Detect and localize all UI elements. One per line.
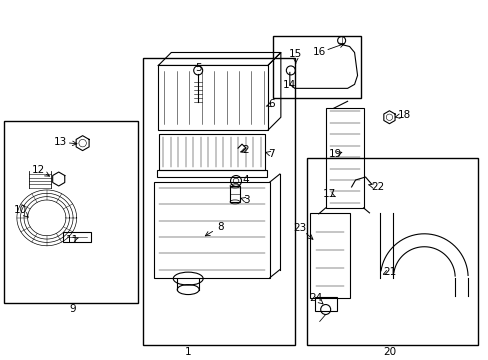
Text: 9: 9 (69, 305, 76, 315)
Text: 21: 21 (382, 267, 395, 276)
Text: 20: 20 (382, 347, 395, 357)
Text: 6: 6 (268, 99, 275, 109)
Bar (159, 134, 264, 170)
Text: 3: 3 (242, 195, 249, 205)
Text: 11: 11 (66, 235, 79, 245)
Text: 14: 14 (283, 80, 296, 90)
Text: 5: 5 (195, 63, 201, 73)
Text: 10: 10 (14, 205, 27, 215)
Bar (309, 213, 349, 298)
Bar (325, 108, 363, 208)
Text: 18: 18 (397, 110, 410, 120)
Bar (154, 182, 269, 278)
Bar (272, 36, 360, 98)
Bar (229, 186, 240, 202)
Text: 16: 16 (312, 48, 325, 58)
Bar (4, 121, 138, 302)
Text: 15: 15 (288, 49, 302, 59)
Bar (143, 58, 294, 345)
Bar (62, 232, 90, 242)
Text: 1: 1 (184, 347, 191, 357)
Text: 12: 12 (32, 165, 45, 175)
Text: 2: 2 (242, 145, 249, 155)
Text: 13: 13 (54, 137, 67, 147)
Bar (314, 297, 336, 311)
Bar (306, 158, 477, 345)
Bar (157, 170, 266, 177)
Text: 23: 23 (293, 223, 306, 233)
Text: 7: 7 (268, 149, 275, 159)
Text: 8: 8 (216, 222, 223, 232)
Bar (158, 66, 267, 130)
Text: 17: 17 (323, 189, 336, 199)
Text: 4: 4 (242, 175, 249, 185)
Text: 24: 24 (308, 293, 322, 302)
Text: 19: 19 (328, 149, 342, 159)
Text: 22: 22 (370, 182, 384, 192)
